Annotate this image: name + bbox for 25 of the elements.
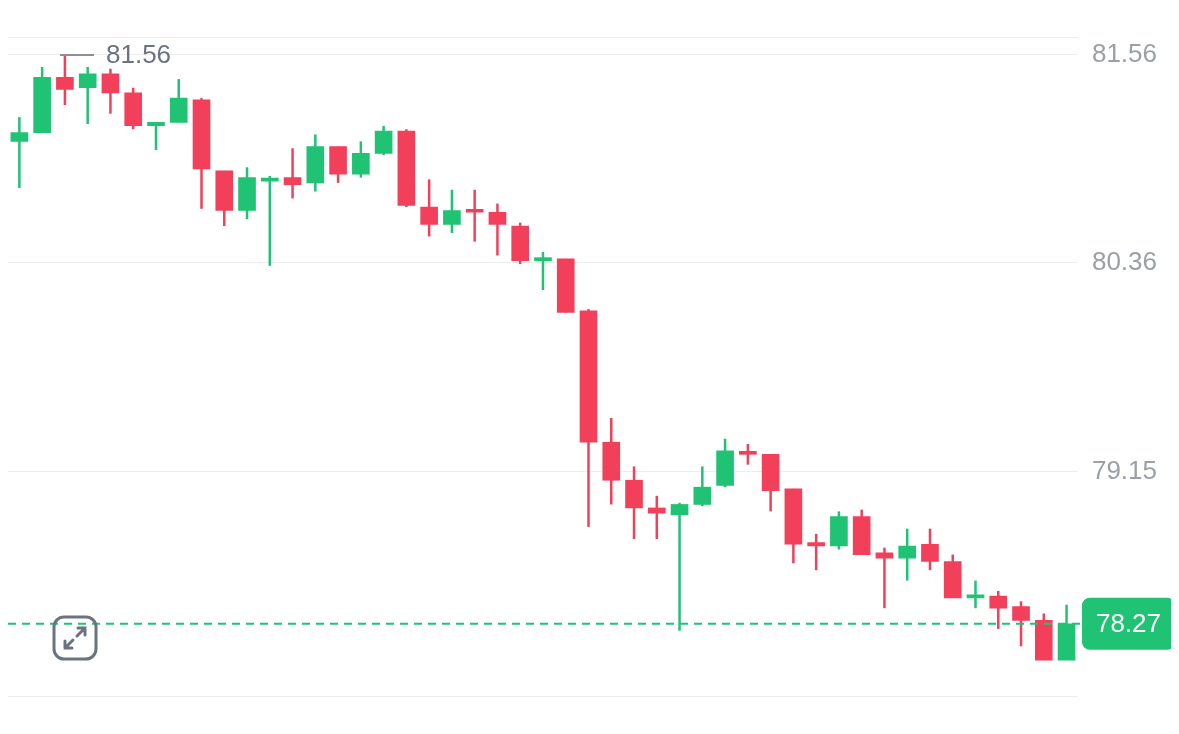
candlestick: [693, 465, 712, 508]
candlestick: [534, 250, 552, 292]
y-tick-label: 81.56: [1091, 38, 1158, 69]
candlestick: [921, 527, 939, 572]
candlestick: [10, 115, 29, 190]
candlestick: [807, 532, 825, 572]
y-tick-label: 80.36: [1091, 245, 1158, 276]
ref-line-label: 78.27: [1095, 607, 1162, 638]
candlestick: [283, 147, 302, 200]
y-tick-label: 79.15: [1091, 454, 1158, 485]
candlestick: [352, 140, 370, 179]
candlestick: [374, 124, 393, 157]
candlestick: [465, 188, 484, 243]
candlestick: [488, 202, 507, 257]
candlestick: [78, 65, 97, 126]
candlestick: [56, 53, 74, 107]
candlestick: [739, 442, 757, 466]
candlestick: [443, 188, 461, 235]
candlestick: [147, 121, 165, 152]
candlestick: [101, 67, 120, 115]
candlestick: [989, 589, 1008, 631]
candlestick: [898, 527, 917, 582]
annotation: 81.56: [106, 39, 172, 70]
candlestick: [420, 178, 438, 238]
candlestick: [1012, 600, 1030, 648]
